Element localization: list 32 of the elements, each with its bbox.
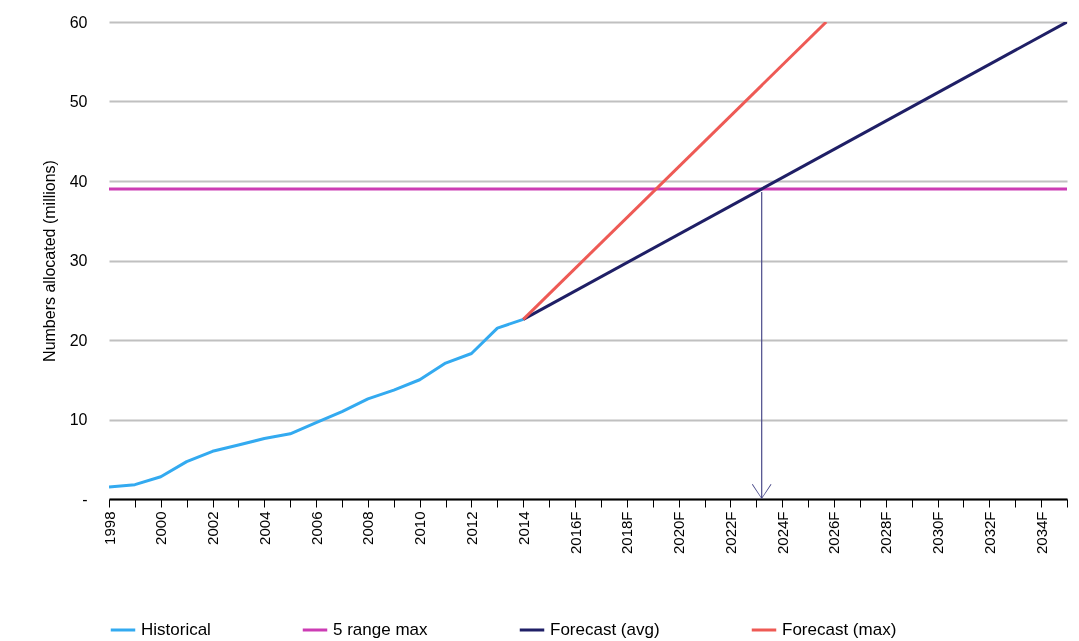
x-tick-label: 2032F — [980, 511, 998, 555]
y-tick-label: 10 — [69, 411, 88, 428]
x-tick-label: 2004 — [255, 511, 273, 545]
legend-label: Forecast (avg) — [550, 620, 660, 639]
y-tick-label: 20 — [69, 331, 88, 349]
x-tick-label: 2026F — [825, 511, 843, 555]
x-tick-label: 2012 — [462, 511, 480, 545]
x-tick-label: 2024F — [773, 511, 791, 555]
x-tick-label: 2022F — [721, 511, 739, 555]
x-tick-label: 2000 — [152, 511, 170, 545]
y-tick-label: 50 — [69, 93, 88, 110]
x-tick-label: 2034F — [1032, 511, 1050, 555]
x-tick-label: 2018F — [618, 511, 636, 555]
y-tick-label: 40 — [69, 172, 88, 190]
x-tick-label: 2006 — [307, 511, 325, 545]
legend-label: Forecast (max) — [782, 620, 897, 639]
x-tick-label: 2014 — [514, 511, 532, 545]
x-tick-label: 2016F — [566, 511, 584, 555]
x-tick-label: 2008 — [359, 511, 377, 545]
x-tick-label: 1998 — [100, 511, 118, 545]
x-tick-label: 2010 — [411, 511, 429, 545]
legend-label: 5 range max — [333, 620, 428, 639]
x-tick-label: 2030F — [929, 511, 947, 555]
y-tick-label: 60 — [69, 13, 88, 31]
x-tick-label: 2002 — [204, 511, 222, 545]
line-series — [109, 317, 525, 489]
y-tick-label: - — [82, 490, 88, 508]
y-axis-title: Numbers allocated (millions) — [40, 160, 58, 362]
y-tick-label: 30 — [69, 252, 88, 269]
x-tick-label: 2028F — [877, 511, 895, 555]
legend-label: Historical — [141, 620, 211, 639]
x-tick-label: 2020F — [670, 511, 688, 555]
